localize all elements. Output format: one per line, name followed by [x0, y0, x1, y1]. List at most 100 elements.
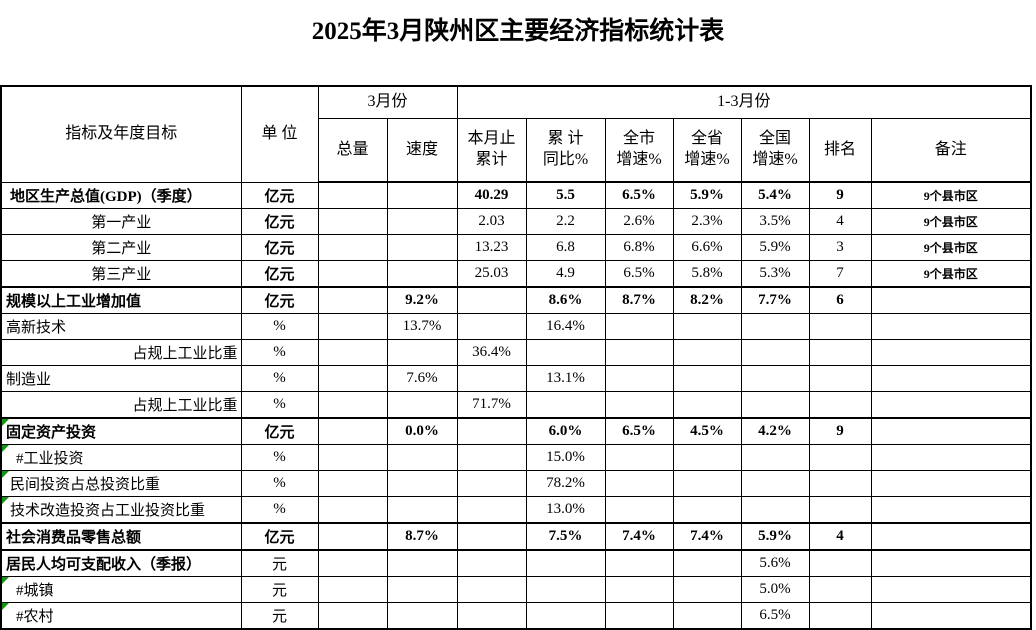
cell-cumulative[interactable] [456, 313, 527, 340]
cell-unit[interactable]: 亿元 [240, 286, 319, 314]
cell-yoy[interactable] [525, 576, 606, 603]
cell-province-growth[interactable]: 5.9% [672, 181, 742, 209]
cell-city-growth[interactable] [604, 602, 674, 630]
header-province-growth[interactable]: 全省 增速% [672, 118, 742, 183]
cell-total[interactable] [317, 365, 388, 392]
cell-city-growth[interactable]: 6.8% [604, 234, 674, 261]
cell-rank[interactable]: 9 [808, 417, 872, 445]
cell-city-growth[interactable] [604, 391, 674, 419]
cell-rank[interactable]: 4 [808, 208, 872, 235]
cell-rank[interactable] [808, 470, 872, 497]
cell-speed[interactable] [386, 549, 458, 577]
cell-indicator[interactable]: 第二产业 [0, 234, 242, 261]
cell-province-growth[interactable]: 5.8% [672, 260, 742, 288]
cell-national-growth[interactable]: 5.9% [740, 234, 810, 261]
cell-total[interactable] [317, 602, 388, 630]
cell-unit[interactable]: % [240, 391, 319, 419]
cell-national-growth[interactable]: 5.3% [740, 260, 810, 288]
cell-unit[interactable]: 元 [240, 549, 319, 577]
cell-rank[interactable] [808, 576, 872, 603]
cell-cumulative[interactable] [456, 286, 527, 314]
cell-note[interactable] [870, 444, 1032, 471]
cell-note[interactable] [870, 549, 1032, 577]
cell-yoy[interactable]: 15.0% [525, 444, 606, 471]
cell-indicator[interactable]: 第一产业 [0, 208, 242, 235]
cell-indicator[interactable]: #农村 [0, 602, 242, 630]
cell-indicator[interactable]: 制造业 [0, 365, 242, 392]
cell-province-growth[interactable] [672, 444, 742, 471]
cell-unit[interactable]: 亿元 [240, 234, 319, 261]
cell-note[interactable]: 9个县市区 [870, 260, 1032, 288]
cell-note[interactable] [870, 417, 1032, 445]
cell-total[interactable] [317, 260, 388, 288]
cell-province-growth[interactable]: 6.6% [672, 234, 742, 261]
cell-indicator[interactable]: 占规上工业比重 [0, 339, 242, 366]
cell-cumulative[interactable] [456, 417, 527, 445]
cell-speed[interactable] [386, 391, 458, 419]
cell-cumulative[interactable]: 36.4% [456, 339, 527, 366]
cell-cumulative[interactable] [456, 496, 527, 524]
cell-note[interactable] [870, 391, 1032, 419]
cell-note[interactable] [870, 339, 1032, 366]
cell-cumulative[interactable]: 40.29 [456, 181, 527, 209]
cell-national-growth[interactable] [740, 496, 810, 524]
cell-rank[interactable] [808, 444, 872, 471]
cell-unit[interactable]: 亿元 [240, 181, 319, 209]
cell-speed[interactable]: 8.7% [386, 522, 458, 551]
cell-indicator[interactable]: 地区生产总值(GDP)（季度） [0, 181, 242, 209]
cell-total[interactable] [317, 339, 388, 366]
cell-speed[interactable] [386, 260, 458, 288]
cell-rank[interactable]: 6 [808, 286, 872, 314]
cell-speed[interactable] [386, 208, 458, 235]
cell-city-growth[interactable]: 6.5% [604, 417, 674, 445]
cell-province-growth[interactable] [672, 339, 742, 366]
cell-yoy[interactable] [525, 391, 606, 419]
cell-unit[interactable]: % [240, 313, 319, 340]
cell-yoy[interactable]: 16.4% [525, 313, 606, 340]
cell-yoy[interactable]: 8.6% [525, 286, 606, 314]
cell-national-growth[interactable] [740, 313, 810, 340]
header-cumulative[interactable]: 本月止 累计 [456, 118, 527, 183]
cell-indicator[interactable]: 高新技术 [0, 313, 242, 340]
cell-speed[interactable] [386, 444, 458, 471]
cell-indicator[interactable]: 技术改造投资占工业投资比重 [0, 496, 242, 524]
cell-province-growth[interactable] [672, 496, 742, 524]
cell-cumulative[interactable]: 2.03 [456, 208, 527, 235]
header-unit[interactable]: 单 位 [240, 85, 319, 183]
cell-national-growth[interactable] [740, 470, 810, 497]
cell-total[interactable] [317, 313, 388, 340]
cell-rank[interactable]: 9 [808, 181, 872, 209]
cell-note[interactable]: 9个县市区 [870, 234, 1032, 261]
header-rank[interactable]: 排名 [808, 118, 872, 183]
cell-national-growth[interactable] [740, 391, 810, 419]
cell-total[interactable] [317, 444, 388, 471]
cell-rank[interactable] [808, 549, 872, 577]
cell-total[interactable] [317, 470, 388, 497]
cell-unit[interactable]: % [240, 444, 319, 471]
cell-province-growth[interactable] [672, 470, 742, 497]
cell-unit[interactable]: 亿元 [240, 522, 319, 551]
cell-unit[interactable]: 元 [240, 602, 319, 630]
cell-cumulative[interactable] [456, 444, 527, 471]
cell-cumulative[interactable] [456, 522, 527, 551]
cell-total[interactable] [317, 522, 388, 551]
cell-total[interactable] [317, 208, 388, 235]
cell-total[interactable] [317, 496, 388, 524]
cell-rank[interactable] [808, 602, 872, 630]
cell-indicator[interactable]: 居民人均可支配收入（季报） [0, 549, 242, 577]
header-yoy[interactable]: 累 计 同比% [525, 118, 606, 183]
cell-yoy[interactable]: 13.1% [525, 365, 606, 392]
cell-speed[interactable]: 13.7% [386, 313, 458, 340]
cell-city-growth[interactable] [604, 576, 674, 603]
cell-city-growth[interactable] [604, 470, 674, 497]
header-note[interactable]: 备注 [870, 118, 1032, 183]
cell-indicator[interactable]: 规模以上工业增加值 [0, 286, 242, 314]
cell-note[interactable] [870, 365, 1032, 392]
cell-rank[interactable] [808, 365, 872, 392]
cell-unit[interactable]: % [240, 496, 319, 524]
cell-unit[interactable]: 元 [240, 576, 319, 603]
header-indicator[interactable]: 指标及年度目标 [0, 85, 242, 183]
cell-speed[interactable]: 7.6% [386, 365, 458, 392]
cell-national-growth[interactable]: 5.0% [740, 576, 810, 603]
cell-total[interactable] [317, 234, 388, 261]
